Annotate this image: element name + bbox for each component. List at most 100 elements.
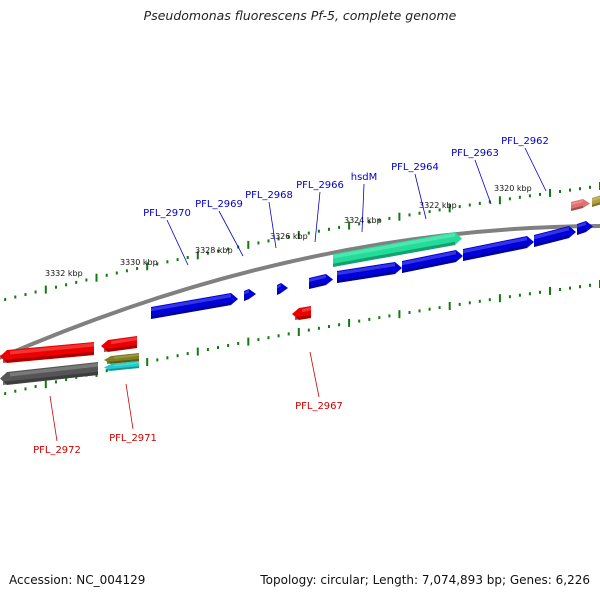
inner-major-tick (348, 318, 351, 327)
gene-arrow-pfl-2971-shadow (107, 359, 139, 364)
inner-minor-tick (4, 392, 7, 396)
inner-minor-tick (468, 301, 471, 305)
inner-minor-tick (589, 283, 591, 287)
inner-minor-tick (75, 375, 78, 379)
outer-minor-tick (65, 283, 68, 287)
gene-arrow-pfl-2971-highlight (114, 354, 139, 359)
gene-arrow-red-2[interactable] (101, 336, 137, 352)
inner-minor-tick (217, 346, 219, 349)
inner-minor-tick (408, 311, 411, 314)
gene-label-forward[interactable]: PFL_2968 (245, 190, 293, 201)
kbp-label: 3320 kbp (494, 184, 532, 193)
gene-label-forward[interactable]: PFL_2964 (391, 162, 439, 173)
gene-arrow-pfl-2967-shadow (295, 315, 311, 320)
outer-minor-tick (358, 222, 361, 226)
gene-arrow-pfl-2964-highlight (402, 251, 456, 266)
gene-label-reverse[interactable]: PFL_2972 (33, 445, 81, 456)
gene-arrow-pfl-2968-shadow (277, 290, 281, 295)
inner-minor-tick (338, 323, 341, 327)
gene-arrow-hsdm-highlight (333, 233, 455, 259)
gene-arrow-hsdm-shadow (333, 241, 455, 267)
inner-minor-tick (488, 298, 491, 302)
outer-minor-tick (287, 235, 290, 239)
gene-label-forward[interactable]: PFL_2969 (195, 199, 243, 210)
gene-arrow-red-2-shadow (104, 345, 137, 352)
gene-arrow-a[interactable] (337, 262, 402, 283)
gene-arrow-pfl-2964[interactable] (402, 250, 463, 273)
gene-label-forward[interactable]: PFL_2963 (451, 148, 499, 159)
inner-minor-tick (24, 387, 27, 391)
inner-minor-tick (438, 306, 441, 310)
outer-major-tick (95, 273, 98, 282)
genome-summary-text: Topology: circular; Length: 7,074,893 bp… (260, 573, 590, 587)
gene-arrow-b-highlight (577, 222, 586, 228)
accession-text: Accession: NC_004129 (9, 573, 146, 587)
gene-label-reverse[interactable]: PFL_2967 (295, 401, 343, 412)
gene-arrow-b[interactable] (577, 221, 593, 235)
callout-line (474, 159, 492, 205)
inner-minor-tick (478, 299, 481, 303)
outer-minor-tick (267, 239, 270, 243)
gene-arrow-pfl-2963[interactable] (463, 236, 534, 261)
gene-arrow-pfl-2970[interactable] (151, 293, 238, 319)
gene-features[interactable] (0, 194, 600, 385)
gene-arrow-pfl-2971[interactable] (104, 353, 139, 364)
gene-arrow-a-shadow (337, 271, 395, 283)
gene-arrow-pfl-2962-highlight (534, 227, 569, 240)
outer-minor-tick (468, 203, 471, 207)
gene-arrow-c[interactable] (571, 199, 590, 211)
gene-arrow-hsdm[interactable] (333, 232, 462, 267)
gene-arrow-pfl-2963-shadow (463, 245, 527, 261)
gene-arrow-c-highlight (571, 200, 583, 206)
outer-tick-ring (4, 182, 600, 301)
gene-arrow-cyan-highlight (114, 362, 139, 367)
outer-minor-tick (115, 271, 118, 275)
callout-line (314, 191, 321, 243)
gene-arrow-pfl-2962[interactable] (534, 226, 576, 247)
inner-major-tick (297, 328, 300, 336)
gene-arrow-pfl-2967-highlight (302, 307, 311, 313)
inner-major-tick (498, 294, 501, 303)
gene-label-forward[interactable]: PFL_2966 (296, 180, 344, 191)
gene-arrow-pfl-2972[interactable] (0, 342, 94, 363)
callout-line (49, 395, 58, 442)
inner-major-tick (247, 337, 250, 346)
callout-line (125, 383, 134, 430)
callout-line (361, 183, 365, 233)
gene-arrow-cyan-shadow (107, 366, 139, 371)
callout-line (268, 201, 277, 249)
outer-minor-tick (156, 262, 159, 266)
gene-arrow-b-shadow (577, 229, 586, 235)
inner-minor-tick (579, 285, 581, 289)
outer-major-tick (247, 240, 250, 249)
outer-minor-tick (539, 192, 541, 196)
gene-arrow-pfl-2968[interactable] (277, 283, 288, 295)
gene-label-forward[interactable]: PFL_2970 (143, 208, 191, 219)
inner-minor-tick (267, 336, 270, 340)
inner-minor-tick (176, 354, 179, 358)
gene-label-forward[interactable]: hsdM (351, 172, 378, 183)
outer-major-tick (549, 188, 551, 197)
inner-tick-ring (4, 280, 600, 396)
inner-minor-tick (559, 288, 561, 291)
gene-arrow-cyan[interactable] (104, 361, 139, 371)
inner-minor-tick (227, 344, 230, 347)
gene-arrow-pfl-2966[interactable] (309, 274, 333, 289)
gene-label-forward[interactable]: PFL_2962 (501, 136, 549, 147)
outer-minor-tick (34, 290, 37, 294)
gene-arrow-gray[interactable] (0, 362, 98, 385)
inner-minor-tick (186, 352, 189, 356)
gene-arrow-pfl-2967[interactable] (292, 306, 311, 320)
outer-minor-tick (328, 227, 330, 231)
inner-minor-tick (358, 319, 361, 323)
inner-minor-tick (328, 325, 330, 328)
genome-title: Pseudomonas fluorescens Pf-5, complete g… (143, 8, 457, 23)
inner-minor-tick (156, 358, 159, 362)
outer-major-tick (448, 204, 451, 213)
gene-label-reverse[interactable]: PFL_2971 (109, 433, 157, 444)
outer-minor-tick (579, 187, 581, 191)
outer-minor-tick (4, 298, 7, 301)
gene-arrow-pfl-2969[interactable] (244, 289, 256, 301)
gene-arrow-d[interactable] (592, 194, 600, 207)
